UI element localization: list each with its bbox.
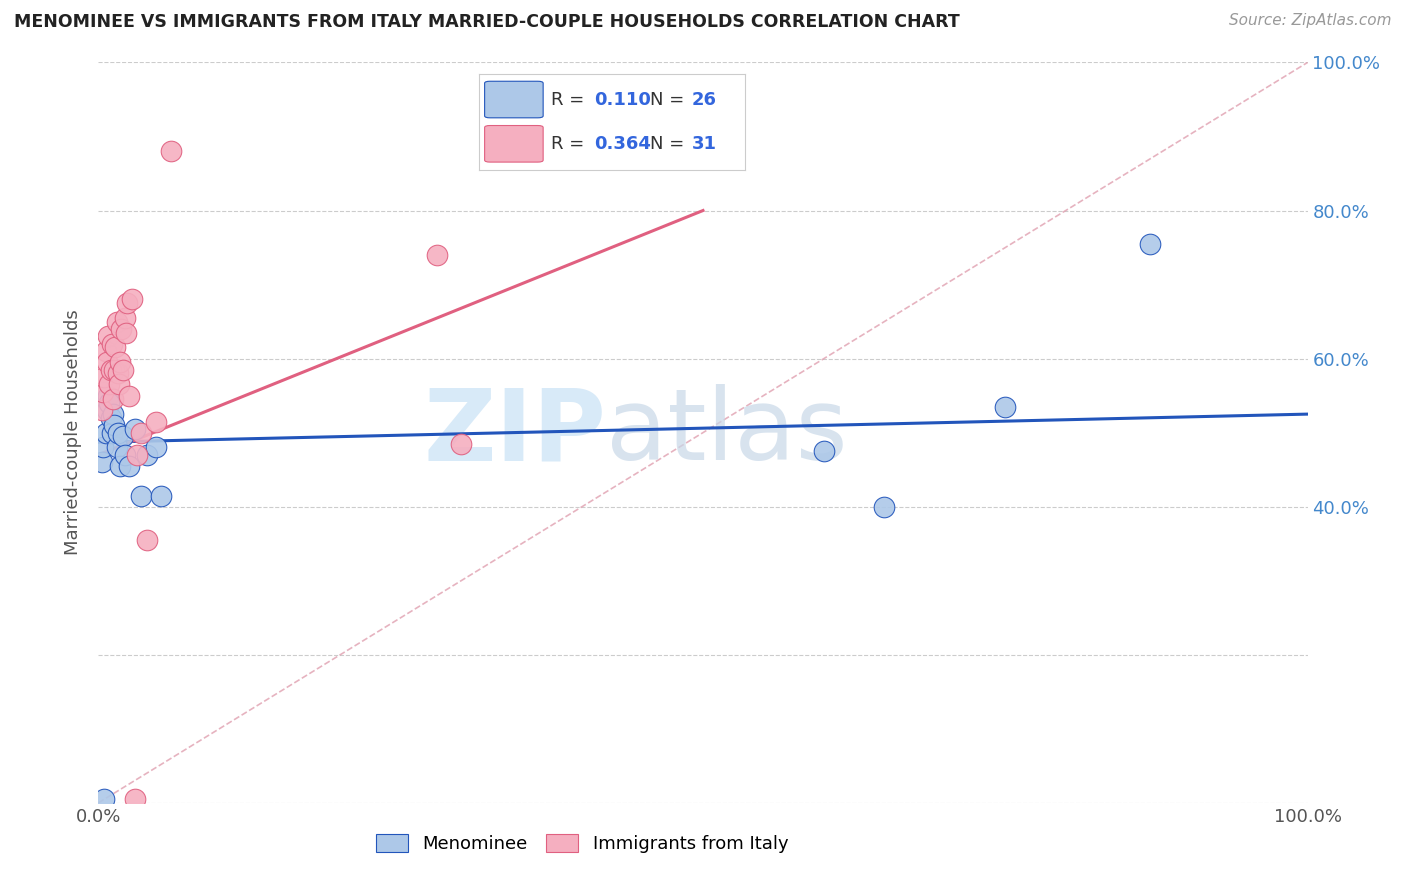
Text: Source: ZipAtlas.com: Source: ZipAtlas.com xyxy=(1229,13,1392,29)
Point xyxy=(97,388,120,402)
Point xyxy=(114,310,136,325)
Point xyxy=(96,355,118,369)
Point xyxy=(100,362,122,376)
Point xyxy=(108,377,131,392)
Point xyxy=(813,444,835,458)
Point xyxy=(145,441,167,455)
Point xyxy=(100,410,122,425)
Point xyxy=(127,448,149,462)
Point xyxy=(96,403,118,417)
Point xyxy=(91,441,114,455)
Point xyxy=(94,425,117,440)
Point xyxy=(450,436,472,450)
Point xyxy=(100,336,122,351)
Point xyxy=(160,145,183,159)
Point xyxy=(124,422,146,436)
Point xyxy=(108,458,131,473)
Point xyxy=(107,425,129,440)
Point xyxy=(91,455,114,469)
Point xyxy=(101,392,124,407)
Point xyxy=(118,388,141,402)
Point xyxy=(145,415,167,429)
Point xyxy=(124,792,146,806)
Text: atlas: atlas xyxy=(606,384,848,481)
Point xyxy=(103,362,125,376)
Point xyxy=(129,489,152,503)
Point xyxy=(129,425,152,440)
Point xyxy=(426,248,449,262)
Point xyxy=(91,384,114,399)
Point xyxy=(994,400,1017,414)
Point xyxy=(93,370,115,384)
Point xyxy=(108,355,131,369)
Point xyxy=(98,377,121,392)
Point xyxy=(93,792,115,806)
Point xyxy=(105,314,128,328)
Point xyxy=(101,407,124,421)
Point xyxy=(105,441,128,455)
Point xyxy=(115,326,138,340)
Text: MENOMINEE VS IMMIGRANTS FROM ITALY MARRIED-COUPLE HOUSEHOLDS CORRELATION CHART: MENOMINEE VS IMMIGRANTS FROM ITALY MARRI… xyxy=(14,13,960,31)
Point xyxy=(110,322,132,336)
Point xyxy=(91,403,114,417)
Text: ZIP: ZIP xyxy=(423,384,606,481)
Point xyxy=(103,418,125,433)
Point xyxy=(104,341,127,355)
Point xyxy=(150,489,173,503)
Point xyxy=(118,458,141,473)
Point xyxy=(94,344,117,359)
Point xyxy=(107,367,129,381)
Y-axis label: Married-couple Households: Married-couple Households xyxy=(65,310,83,556)
Point xyxy=(100,425,122,440)
Point xyxy=(97,329,120,343)
Point xyxy=(111,362,134,376)
Point xyxy=(98,396,121,410)
Point xyxy=(117,296,139,310)
Point xyxy=(114,448,136,462)
Point xyxy=(135,448,157,462)
Point xyxy=(135,533,157,547)
Legend: Menominee, Immigrants from Italy: Menominee, Immigrants from Italy xyxy=(368,827,796,861)
Point xyxy=(873,500,896,514)
Point xyxy=(111,429,134,443)
Point xyxy=(1139,236,1161,251)
Point xyxy=(121,293,143,307)
